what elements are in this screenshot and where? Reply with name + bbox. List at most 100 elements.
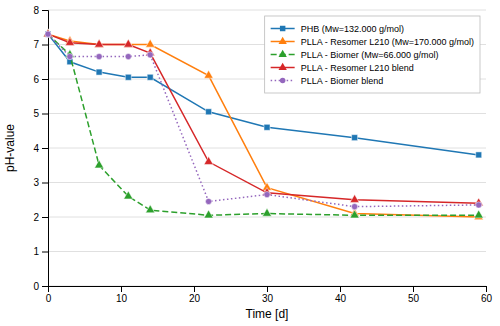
y-tick-label: 3 [33,177,39,188]
y-tick: 1 [33,246,48,257]
legend-label: PLLA - Biomer blend [301,76,384,86]
x-tick-mark [413,286,414,292]
series-marker [124,39,133,47]
y-axis-line [42,11,49,287]
legend-item: PLLA - Resomer L210 (Mw=170.000 g/mol) [271,37,474,47]
x-tick: 20 [189,286,201,304]
y-tick-mark [42,217,48,218]
y-tick-mark [42,148,48,149]
series-marker [264,124,270,130]
series-marker [147,52,153,58]
series-marker [43,29,52,37]
grid-line [48,217,486,218]
legend: PHB (Mw=132.000 g/mol) PLLA - Resomer L21… [265,16,480,93]
y-tick-label: 1 [33,246,39,257]
y-tick-label: 0 [33,281,39,292]
series-marker [96,69,102,75]
x-tick: 10 [116,286,128,304]
series-marker [476,152,482,158]
y-axis: 0 1 2 3 4 5 6 7 8 [33,5,48,292]
series-marker [96,53,102,59]
y-tick-mark [42,252,48,253]
series-marker [204,210,213,218]
x-tick-mark [121,286,122,292]
legend-item: PLLA - Biomer blend [271,76,384,86]
legend-label: PLLA - Resomer L210 (Mw=170.000 g/mol) [301,37,474,47]
y-tick-label: 7 [33,39,39,50]
series-marker [65,38,74,46]
series-marker [204,157,213,165]
x-axis: 0 10 20 30 40 50 60 [46,286,493,304]
y-tick-label: 5 [33,108,39,119]
legend-box [265,16,480,93]
series-marker [95,39,104,47]
x-tick-mark [267,286,268,292]
grid-line [48,10,486,11]
y-tick: 7 [33,39,48,50]
legend-marker [278,37,286,44]
x-tick-label: 60 [481,293,493,304]
x-tick-label: 0 [46,293,52,304]
x-tick: 60 [481,286,493,304]
legend-marker [280,78,286,84]
x-tick: 40 [335,286,347,304]
y-tick-mark [42,10,48,11]
series-marker [95,160,104,168]
x-tick-label: 30 [262,293,274,304]
series-marker [204,70,213,78]
x-axis-line [49,287,487,293]
y-tick: 2 [33,212,48,223]
series-marker [350,194,359,202]
y-tick-mark [42,183,48,184]
legend-marker [278,50,286,57]
y-tick-label: 6 [33,74,39,85]
y-tick: 5 [33,108,48,119]
series-marker [352,135,358,141]
series-marker [45,31,51,37]
y-tick: 0 [33,281,48,292]
y-tick: 8 [33,5,48,16]
series-marker [352,204,358,210]
x-tick: 50 [408,286,420,304]
series-group [43,29,483,220]
y-tick-mark [42,114,48,115]
series-marker [146,39,155,47]
series-marker [474,210,483,218]
legend-label: PLLA - Biomer (Mw=66.000 g/mol) [301,50,439,60]
y-tick: 4 [33,143,48,154]
series-marker [147,74,153,80]
y-tick-label: 4 [33,143,39,154]
y-tick-mark [42,286,48,287]
legend-label: PHB (Mw=132.000 g/mol) [301,24,404,34]
series-marker [264,191,270,197]
y-tick-mark [42,45,48,46]
series-marker [124,191,133,199]
x-tick-mark [340,286,341,292]
grid [48,10,486,286]
series-marker [146,205,155,213]
series-marker [206,198,212,204]
series-marker [43,29,52,37]
x-tick-mark [486,286,487,292]
legend-label: PLLA - Resomer L210 blend [301,63,414,73]
y-tick-label: 8 [33,5,39,16]
series-marker [124,39,133,47]
x-axis-title: Time [d] [246,307,289,321]
grid-line [48,113,486,114]
x-tick: 0 [46,286,52,304]
series-marker [45,31,51,37]
legend-item: PLLA - Resomer L210 blend [271,63,414,73]
series-marker [350,210,359,218]
plot: 0 10 20 30 40 50 60 0 1 2 3 4 5 6 7 8 PHB (Mw=132.000 g/… [33,5,492,304]
chart: 0 10 20 30 40 50 60 0 1 2 3 4 5 6 7 8 PHB (Mw=132.000 g/… [0,0,500,326]
grid-line [48,148,486,149]
series-marker [125,53,131,59]
y-tick: 6 [33,74,48,85]
series-marker [95,39,104,47]
x-tick-label: 20 [189,293,201,304]
x-tick-label: 40 [335,293,347,304]
x-tick: 30 [262,286,274,304]
series-marker [67,53,73,59]
grid-line [48,251,486,252]
series-marker [206,109,212,115]
